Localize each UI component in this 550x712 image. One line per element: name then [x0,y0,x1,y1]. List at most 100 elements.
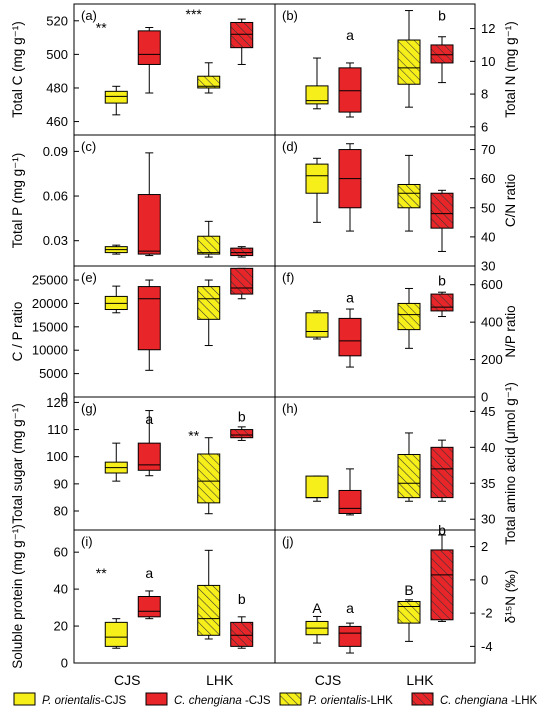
x-axis-labels: CJS LHK CJS LHK [114,672,434,688]
box-lhk-p-orientalis [197,437,221,515]
legend-swatch [13,692,36,706]
y-tick-label: 0.09 [43,144,68,159]
box-iqr [104,90,128,104]
y-tick-label: 30 [481,512,495,527]
box-iqr [197,453,221,504]
y-axis-label: C/N ratio [503,174,518,227]
y-tick-label: 200 [481,352,503,367]
legend: P. orientalis-CJS C. chengiana -CJS P. ori… [13,692,538,707]
y-axis-label: Soluble protein (mg g⁻¹) [10,524,25,668]
panel-c: 0.03 0.06 0.09 (c) Total P (mg g⁻¹) [10,134,276,267]
box-iqr [338,625,362,647]
y-tick-label: 6 [481,119,488,134]
legend-swatch [145,692,168,706]
box-iqr [197,584,221,636]
x-group-label: LHK [206,672,234,688]
box-lhk-p-orientalis [397,432,421,502]
box-iqr [338,317,362,357]
y-tick-label: 600 [481,277,503,292]
panel-tag: (h) [282,401,298,416]
box-cjs-c-chengiana [338,308,362,368]
box-iqr [305,475,329,499]
significance-label: b [438,7,446,23]
significance-label: b [438,273,446,289]
box-lhk-p-orientalis [397,599,421,642]
box-cjs-p-orientalis [104,244,128,255]
panel-i: 0 20 40 60 (i) Soluble protein (mg g⁻¹) ** a b [10,524,276,671]
box-lhk-p-orientalis [197,279,221,347]
box-lhk-p-orientalis [397,154,421,232]
panel-frame [274,529,476,664]
box-cjs-p-orientalis [104,618,128,649]
y-tick-label: 8 [481,87,488,102]
significance-label: b [438,522,446,538]
panel-tag: (f) [282,270,294,285]
box-cjs-c-chengiana [137,590,161,620]
box-iqr [397,183,421,209]
box-iqr [397,454,421,499]
box-cjs-p-orientalis [104,85,128,116]
legend-item: C. chengiana -LHK [411,692,538,707]
y-tick-label: 0.03 [43,233,68,248]
box-iqr [230,21,254,49]
y-tick-label: 120 [46,395,68,410]
panel-tag: (b) [282,8,298,23]
panel-tag: (c) [81,139,96,154]
significance-label: A [312,600,322,616]
box-cjs-p-orientalis [305,615,329,644]
box-lhk-c-chengiana [230,18,254,65]
y-axis-label: Total C (mg g⁻¹) [10,21,25,117]
box-iqr [397,39,421,85]
panel-g: 80 90 100 110 120 (g) Total sugar (mg g⁻¹) a ** b [10,395,276,531]
y-tick-label: 45 [481,404,495,419]
y-tick-label: 40 [481,440,495,455]
y-tick-label: 0 [481,390,488,405]
box-iqr [197,286,221,320]
box-cjs-c-chengiana [338,143,362,232]
box-lhk-p-orientalis [197,549,221,640]
panel-h: 30 35 40 45 (h) Total amino acid (μmol g⁻¹) [274,382,518,545]
box-iqr [137,596,161,618]
box-lhk-c-chengiana [230,426,254,441]
y-tick-label: 80 [54,504,68,519]
y-axis-label: Total sugar (mg g⁻¹) [10,403,25,523]
y-tick-label: 0 [61,390,68,405]
legend-item: P. orientalis-LHK [279,692,393,707]
y-tick-label: 90 [54,476,68,491]
panel-j: -4 -2 0 2 (j) δ¹⁵N (‰) A a Bb [274,522,518,664]
box-cjs-c-chengiana [338,622,362,654]
y-axis-label: C / P ratio [10,302,25,362]
significance-label: a [145,565,153,581]
significance-label: ** [96,20,107,36]
panel-tag: (d) [282,139,298,154]
box-iqr [338,489,362,514]
legend-label: P. orientalis-LHK [308,695,393,707]
y-tick-label: 25000 [32,273,68,288]
legend-swatch [411,692,434,706]
panel-tag: (i) [81,534,93,549]
box-cjs-p-orientalis [104,285,128,314]
significance-label: a [145,411,153,427]
box-lhk-c-chengiana [430,291,454,318]
box-iqr [230,429,254,439]
box-iqr [430,44,454,64]
significance-label: b [238,591,246,607]
legend-item: P. orientalis-CJS [13,692,126,707]
box-iqr [137,30,161,65]
panel-tag: (a) [81,8,97,23]
x-group-label: CJS [315,672,341,688]
box-cjs-p-orientalis [305,57,329,110]
legend-label: C. chengiana -LHK [440,695,538,707]
y-tick-label: 0 [481,572,488,587]
y-tick-label: 500 [46,47,68,62]
significance-label: ** [188,427,199,443]
y-tick-label: 0 [61,656,68,671]
y-tick-label: 60 [481,171,495,186]
box-iqr [430,549,454,621]
box-iqr [137,286,161,351]
y-tick-label: 2 [481,539,488,554]
y-tick-label: 20 [54,619,68,634]
y-axis-label: Total P (mg g⁻¹) [10,153,25,248]
legend-label: P. orientalis-CJS [42,695,126,707]
